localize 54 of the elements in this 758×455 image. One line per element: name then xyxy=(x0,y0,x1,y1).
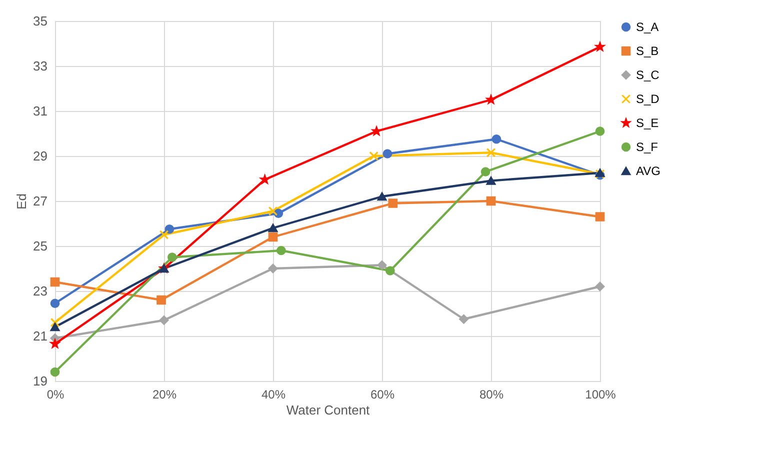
point xyxy=(268,206,278,216)
point xyxy=(159,316,169,325)
point xyxy=(386,266,395,276)
y-axis-title: Ed xyxy=(14,194,30,210)
y-tick-label: 25 xyxy=(33,238,48,254)
x-tick-label: 0% xyxy=(46,388,64,402)
point xyxy=(50,298,60,308)
point xyxy=(50,318,60,328)
y-tick-label: 33 xyxy=(33,58,48,74)
legend-label: S_F xyxy=(636,140,658,154)
point xyxy=(159,230,169,240)
legend-label: AVG xyxy=(636,164,660,178)
point xyxy=(268,232,278,242)
point xyxy=(50,322,60,332)
point xyxy=(480,167,490,176)
x-axis-title: Water Content xyxy=(286,402,370,418)
x-tick-label: 100% xyxy=(585,388,616,402)
point xyxy=(492,134,502,144)
y-tick-label: 23 xyxy=(33,284,48,298)
x-tick-label: 20% xyxy=(152,388,177,402)
point xyxy=(459,314,468,324)
legend-label: S_B xyxy=(636,44,659,58)
point xyxy=(486,176,496,185)
point xyxy=(486,148,496,158)
x-tick-label: 60% xyxy=(370,388,395,402)
y-tick-label: 27 xyxy=(33,194,48,208)
point xyxy=(268,224,278,232)
point xyxy=(595,282,605,292)
legend-label: S_A xyxy=(636,20,659,34)
point xyxy=(486,196,496,206)
point xyxy=(595,212,605,222)
point xyxy=(377,192,387,201)
y-tick-label: 19 xyxy=(33,374,48,388)
x-tick-label: 80% xyxy=(479,388,504,402)
point xyxy=(168,252,177,262)
point xyxy=(156,295,166,305)
y-tick-label: 35 xyxy=(33,14,48,28)
point xyxy=(50,367,60,377)
point xyxy=(50,277,60,287)
legend-label: S_E xyxy=(636,116,659,130)
y-tick-label: 31 xyxy=(33,104,48,118)
point xyxy=(595,126,605,136)
x-tick-label: 40% xyxy=(261,388,286,402)
point xyxy=(388,198,398,208)
y-tick-label: 21 xyxy=(33,328,48,344)
point xyxy=(276,246,286,256)
point xyxy=(268,264,278,274)
point xyxy=(369,151,378,161)
legend-label: S_C xyxy=(636,68,660,82)
legend-label: S_D xyxy=(636,92,660,106)
y-tick-label: 29 xyxy=(33,148,48,164)
point xyxy=(377,260,387,270)
point xyxy=(164,224,174,234)
point xyxy=(382,149,392,158)
